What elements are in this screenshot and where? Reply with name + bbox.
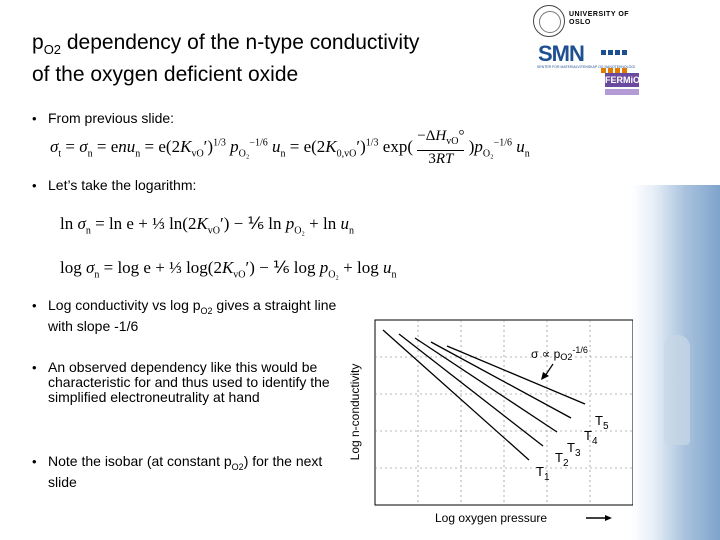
logo-area: UNIVERSITY OF OSLO SMN SENTER FOR MATERI… — [533, 5, 643, 95]
series-label-t4: T4 — [584, 428, 598, 447]
decorative-background-strip — [632, 185, 720, 540]
smn-subtitle: SENTER FOR MATERIALVITENSKAP OG NANOTEKN… — [537, 65, 636, 69]
plot-xaxis-arrow — [586, 515, 612, 521]
bullet-text: From previous slide: — [48, 110, 175, 126]
bullet-text: Log conductivity vs log pO2 gives a stra… — [48, 297, 337, 334]
slide-title: pO2 dependency of the n-type conductivit… — [32, 31, 420, 87]
plot-xlabel: Log oxygen pressure — [435, 511, 547, 525]
equation-conductivity: σt = σn = enun = e(2KvO′)1/3 pO₂−1/6 un … — [50, 128, 530, 167]
bullet-dot: • — [32, 298, 37, 313]
smn-dots-icon — [600, 43, 628, 79]
equation-log: log σn = log e + ⅓ log(2KvO′) − ⅙ log pO… — [60, 258, 397, 281]
series-label-t3: T3 — [567, 440, 581, 459]
series-label-t1: T1 — [536, 464, 550, 483]
fermio-logo: FERMiO — [605, 73, 640, 87]
university-logo-text: UNIVERSITY OF OSLO — [569, 11, 630, 26]
plot-annotation: σ ∝ pO2-1/6 — [531, 345, 588, 362]
conductivity-plot: Log n-conductivity Log oxygen pressure σ… — [348, 319, 633, 525]
series-line-t2 — [398, 333, 544, 447]
smn-logo: SMN — [538, 41, 585, 66]
bullet-text: An observed dependency like this would b… — [48, 359, 330, 405]
university-seal-icon — [533, 5, 565, 37]
series-line-t3 — [414, 337, 558, 433]
series-line-t5 — [446, 345, 586, 405]
series-line-t1 — [382, 329, 530, 461]
bullet-text: Let’s take the logarithm: — [48, 177, 197, 193]
series-label-t5: T5 — [595, 413, 609, 432]
bullet-text: Note the isobar (at constant pO2) for th… — [48, 453, 323, 490]
bullet-dot: • — [32, 360, 37, 375]
plot-ylabel: Log n-conductivity — [348, 364, 362, 461]
plot-grid — [375, 320, 633, 505]
series-line-t4 — [430, 341, 572, 419]
bullet-dot: • — [32, 454, 37, 469]
bullet-dot: • — [32, 111, 37, 126]
series-label-t2: T2 — [555, 450, 569, 469]
plot-series — [382, 329, 586, 461]
plot-annotation-arrow — [541, 363, 554, 380]
equation-ln: ln σn = ln e + ⅓ ln(2KvO′) − ⅙ ln pO₂ + … — [60, 214, 354, 237]
fermio-logo-bar — [605, 89, 639, 95]
decorative-statue-silhouette — [664, 335, 690, 445]
bullet-dot: • — [32, 178, 37, 193]
